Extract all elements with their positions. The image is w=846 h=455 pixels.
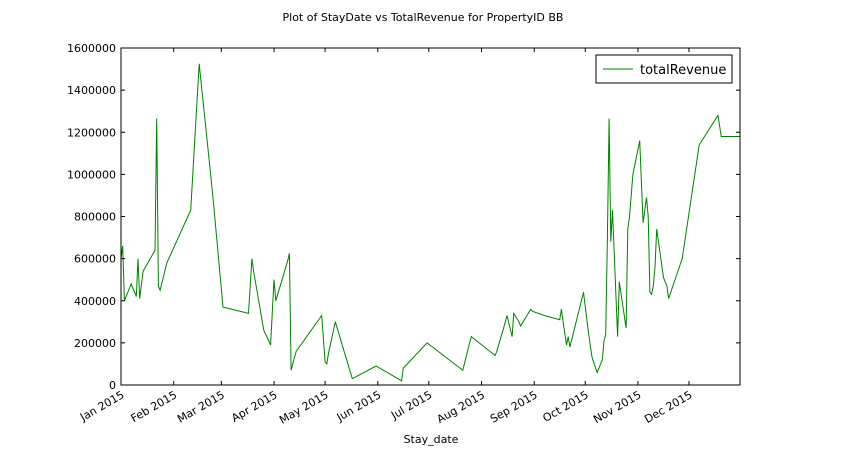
series-line-totalRevenue: [120, 63, 740, 382]
x-axis-label: Stay_date: [404, 433, 459, 446]
x-tick-label: Feb 2015: [129, 388, 180, 425]
y-tick-label: 400000: [74, 295, 116, 308]
y-tick-label: 1000000: [67, 168, 116, 181]
y-tick-label: 200000: [74, 337, 116, 350]
plot-frame: [120, 47, 741, 386]
legend-entry-totalrevenue: totalRevenue: [640, 63, 726, 78]
y-tick-label: 0: [109, 379, 116, 392]
legend: totalRevenue: [595, 54, 733, 84]
y-tick-label: 1400000: [67, 84, 116, 97]
x-tick-label: Sep 2015: [488, 388, 540, 425]
chart-title: Plot of StayDate vs TotalRevenue for Pro…: [283, 11, 564, 24]
x-tick-label: Oct 2015: [541, 388, 591, 425]
x-tick-label: May 2015: [277, 388, 330, 426]
y-tick-label: 600000: [74, 253, 116, 266]
x-tick-label: Dec 2015: [642, 388, 694, 426]
x-tick-label: Aug 2015: [435, 388, 487, 426]
y-tick-label: 1600000: [67, 42, 116, 55]
y-tick-label: 1200000: [67, 126, 116, 139]
x-tick-label: Jul 2015: [388, 388, 434, 422]
x-tick-label: Jan 2015: [77, 388, 126, 424]
x-tick-label: Nov 2015: [591, 388, 643, 426]
x-tick-label: Mar 2015: [175, 388, 227, 425]
y-tick-label: 800000: [74, 211, 116, 224]
x-tick-label: Jun 2015: [334, 388, 384, 424]
plot-area: [120, 63, 740, 382]
x-tick-label: Apr 2015: [229, 388, 279, 425]
